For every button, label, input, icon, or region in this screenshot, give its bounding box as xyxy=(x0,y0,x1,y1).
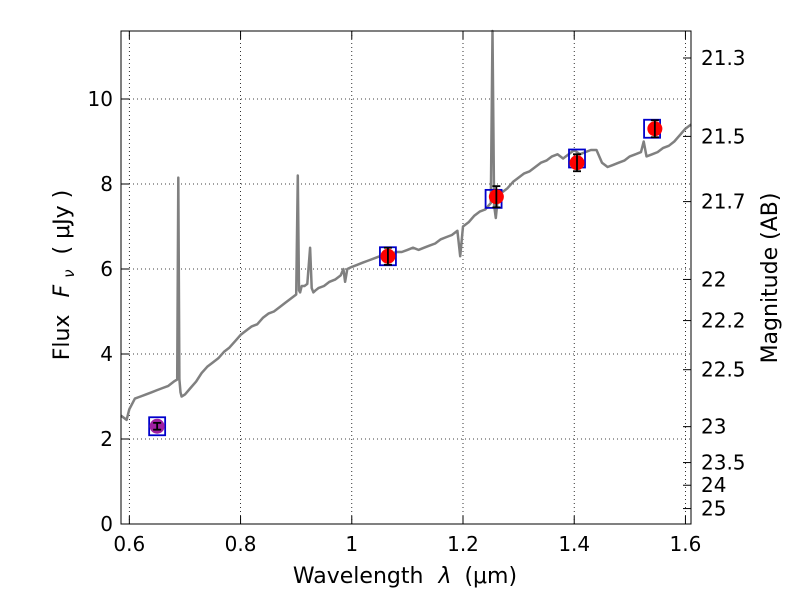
y-tick-label: 10 xyxy=(88,87,113,111)
x-tick-label: 1.4 xyxy=(558,532,590,556)
x-axis-label-text: Wavelength xyxy=(293,564,424,589)
model-square-marker xyxy=(148,416,167,437)
x-tick-label: 1 xyxy=(345,532,358,556)
x-tick-label: 0.6 xyxy=(113,532,145,556)
y-axis-label: Flux F ν ( μJy ) xyxy=(50,190,80,360)
y2-tick-label: 22.2 xyxy=(701,309,746,333)
spectrum-line xyxy=(120,29,692,422)
y-axis-label-subscript: ν xyxy=(60,269,78,277)
photometry-markers xyxy=(148,118,663,437)
y2-tick-label: 21.3 xyxy=(701,46,746,70)
y-tick-label: 8 xyxy=(100,172,113,196)
x-tick-label: 0.8 xyxy=(225,532,257,556)
y2-tick-label: 22 xyxy=(701,267,726,291)
y2-tick-label: 24 xyxy=(701,473,726,497)
y-axis-label-unit: ( μJy ) xyxy=(50,190,75,255)
spectrum-series xyxy=(120,29,692,422)
axis-ticks: 0.6 0.8 1 1.2 1.4 1.6024681021.321.521.72222.… xyxy=(88,31,746,556)
y2-tick-label: 21.5 xyxy=(701,124,746,148)
y-axis-label-symbol: F xyxy=(50,284,75,297)
y-tick-label: 4 xyxy=(100,342,113,366)
x-axis-label-lambda: λ xyxy=(437,564,451,589)
y2-tick-label: 22.5 xyxy=(701,358,746,382)
y-axis-label-text: Flux xyxy=(50,314,75,360)
y-tick-label: 0 xyxy=(100,512,113,536)
y-tick-label: 6 xyxy=(100,257,113,281)
grid-lines xyxy=(121,31,691,525)
x-tick-label: 1.6 xyxy=(670,532,702,556)
plot-frame xyxy=(120,30,692,525)
x-axis-label-unit: (μm) xyxy=(464,564,517,589)
y2-tick-label: 21.7 xyxy=(701,190,746,214)
y2-axis-label: Magnitude (AB) xyxy=(758,193,783,364)
y2-tick-label: 23 xyxy=(701,415,726,439)
x-axis-label: Wavelength λ (μm) xyxy=(293,564,517,589)
y-tick-label: 2 xyxy=(100,427,113,451)
y2-tick-label: 23.5 xyxy=(701,451,746,475)
x-tick-label: 1.2 xyxy=(447,532,479,556)
y2-tick-label: 25 xyxy=(701,497,726,521)
